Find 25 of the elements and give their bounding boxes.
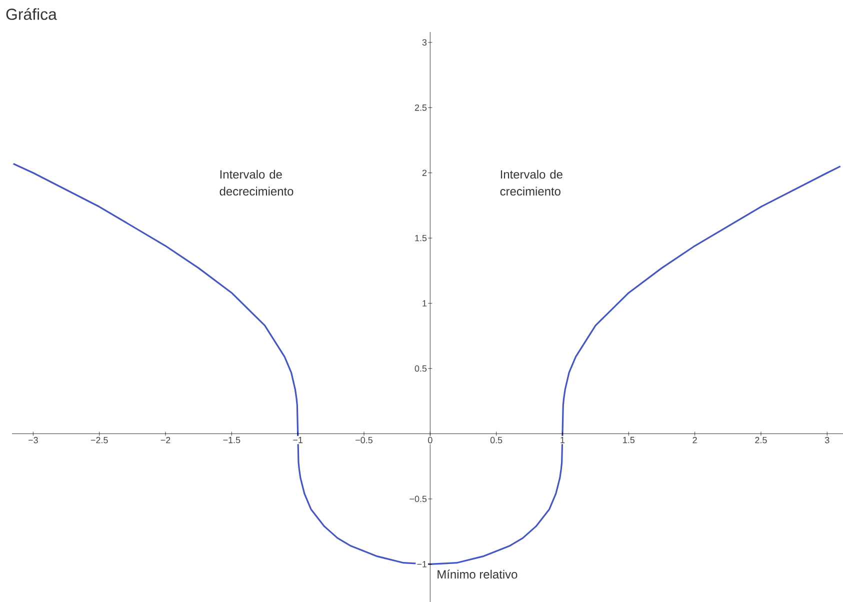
y-tick-label: −0.5: [410, 496, 427, 502]
x-tick-label: 1: [560, 436, 565, 444]
x-tick-label: 1.5: [623, 436, 634, 444]
y-tick-label: 2.5: [414, 104, 427, 111]
x-tick-label: −3: [28, 436, 38, 444]
x-tick-label: 2: [692, 436, 697, 444]
annotation: Intervalo de crecimiento: [500, 170, 562, 196]
x-tick-label: −1: [293, 436, 303, 444]
x-tick-label: 0: [428, 436, 432, 444]
y-tick-label: 0.5: [414, 365, 427, 372]
x-tick-label: −2.5: [90, 436, 108, 444]
x-tick-label: 3: [824, 436, 830, 444]
x-tick-label: 2.5: [755, 436, 767, 444]
y-tick-label: −1: [417, 561, 427, 568]
chart-title: Gráfica: [6, 8, 57, 20]
y-tick-label: 3: [422, 39, 427, 46]
x-tick-label: −2: [160, 436, 170, 444]
y-tick-label: 1.5: [415, 234, 427, 242]
annotation: Mínimo relativo: [438, 570, 518, 579]
annotation: Intervalo de decrecimiento: [220, 170, 294, 196]
x-tick-label: −0.5: [356, 436, 372, 444]
x-tick-label: −1.5: [223, 436, 240, 444]
x-tick-label: 0.5: [490, 436, 502, 444]
y-tick-label: 2: [422, 170, 427, 176]
y-tick-label: 1: [422, 300, 427, 306]
